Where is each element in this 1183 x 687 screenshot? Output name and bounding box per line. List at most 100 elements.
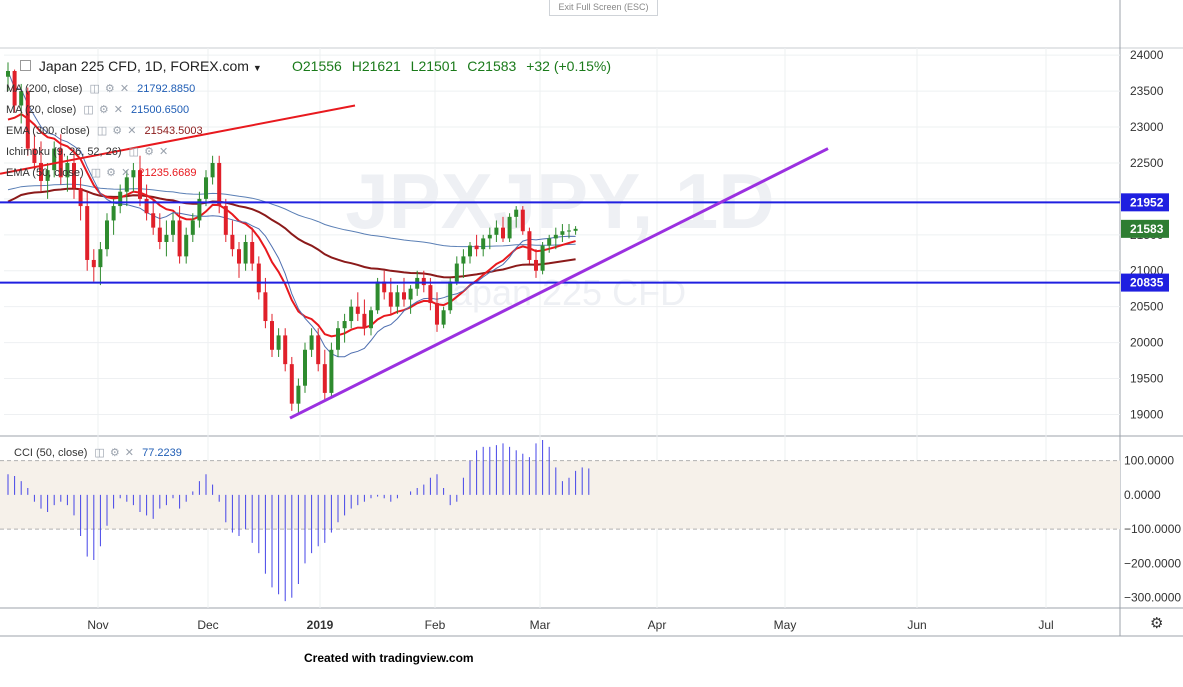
candle-body [388,292,393,307]
candle-body [39,162,43,181]
cci-band [0,460,1120,530]
legend-value: 21543.5003 [144,125,203,137]
time-tick-label: Dec [197,618,218,632]
candle-body [243,242,248,264]
legend-value: 21792.8850 [137,83,196,95]
open-value: O21556 [292,58,342,74]
legend-ma200[interactable]: MA (200, close) ◫ ⚙ ✕ 21792.8850 [6,82,195,95]
candle-body [303,349,307,386]
candle-body [217,162,222,207]
candle-body [428,285,433,304]
indicator-settings-icon[interactable]: ◫ ⚙ ✕ [90,167,132,179]
candle-body [342,321,347,329]
candle-body [514,209,519,217]
candle-body [204,177,208,199]
candle-body [395,292,400,307]
candle-body [487,234,492,239]
legend-ichimoku[interactable]: Ichimoku (9, 26, 52, 26) ◫ ⚙ ✕ [6,145,173,158]
cci-tick-label: −300.0000 [1124,591,1181,605]
level-tag-20835 [1121,273,1169,292]
close-value: C21583 [467,58,517,74]
ma20-line [7,70,576,358]
legend-ema300[interactable]: EMA (300, close) ◫ ⚙ ✕ 21543.5003 [6,124,203,137]
candle-body [72,162,76,189]
candle-body [534,259,538,271]
candle-body [276,335,281,350]
watermark-subtext: Japan 225 CFD [434,272,686,313]
candle-body [316,335,321,365]
candle-body [177,220,182,257]
cci-tick-label: 0.0000 [1124,488,1161,502]
level-tag-label: 21952 [1130,195,1164,209]
candle-body [190,220,195,235]
candle-body [164,234,169,242]
time-tick-label: Jun [907,618,926,632]
symbol-title[interactable]: Japan 225 CFD, 1D, FOREX.com ▼ [20,58,262,74]
chart-settings-gear-icon[interactable]: ⚙ [1150,615,1164,632]
time-tick-label: May [774,618,797,632]
candle-body [184,234,189,257]
ascending-trendline [289,147,829,420]
candle-body [237,249,241,264]
candle-body [329,349,334,393]
candle-body [210,162,215,178]
indicator-settings-icon[interactable]: ◫ ⚙ ✕ [94,447,136,459]
candle-body [520,209,525,232]
indicator-settings-icon[interactable]: ◫ ⚙ ✕ [128,146,170,158]
candle-body [270,321,274,350]
exit-fullscreen-button[interactable]: Exit Full Screen (ESC) [549,0,658,16]
candle-body [540,245,545,271]
collapse-icon[interactable] [20,60,31,71]
candle-body [560,231,565,235]
candle-body [171,220,175,235]
chevron-down-icon[interactable]: ▼ [252,63,262,73]
legend-value: 21235.6689 [138,167,197,179]
candle-body [65,162,70,178]
indicator-settings-icon[interactable]: ◫ ⚙ ✕ [96,125,138,137]
candle-body [435,303,439,325]
candle-body [157,227,162,242]
watermark-text: JPXJPY, 1D [345,157,774,245]
legend-label: MA (20, close) [6,104,77,116]
candle-body [441,310,446,325]
candle-body [223,206,228,235]
candle-body [421,277,426,286]
candle-body [230,234,235,250]
candle-body [501,227,505,239]
legend-ma20[interactable]: MA (20, close) ◫ ⚙ ✕ 21500.6500 [6,103,189,116]
indicator-settings-icon[interactable]: ◫ ⚙ ✕ [89,83,131,95]
candle-body [567,230,571,232]
candle-body [448,281,453,311]
time-tick-label: 2019 [307,618,334,632]
candle-body [309,335,314,350]
descending-trendline [0,104,356,175]
candle-body [375,281,380,311]
last-price-tag [1121,219,1169,238]
candle-body [98,249,103,268]
legend-cci[interactable]: CCI (50, close) ◫ ⚙ ✕ 77.2239 [14,446,182,459]
candle-body [461,256,466,264]
candle-body [369,310,373,329]
price-tick-label: 23000 [1130,120,1164,134]
cci-tick-label: −200.0000 [1124,556,1181,570]
credit-text: Created with tradingview.com [304,651,474,665]
candle-body [322,364,327,393]
candle-body [111,206,116,221]
legend-ema50[interactable]: EMA (50, close) ◫ ⚙ ✕ 21235.6689 [6,166,196,179]
candle-body [402,292,406,300]
legend-value: 77.2239 [142,447,182,459]
candle-body [124,177,129,192]
candle-body [138,170,142,199]
indicator-settings-icon[interactable]: ◫ ⚙ ✕ [83,104,124,116]
candle-body [91,259,96,268]
price-tick-label: 20000 [1130,336,1164,350]
candle-body [12,70,17,106]
candle-body [256,263,261,293]
candle-body [553,234,558,239]
time-tick-label: Apr [648,618,667,632]
candle-body [336,328,340,350]
candle-body [118,191,123,207]
time-tick-label: Jul [1038,618,1053,632]
candle-body [19,91,24,106]
